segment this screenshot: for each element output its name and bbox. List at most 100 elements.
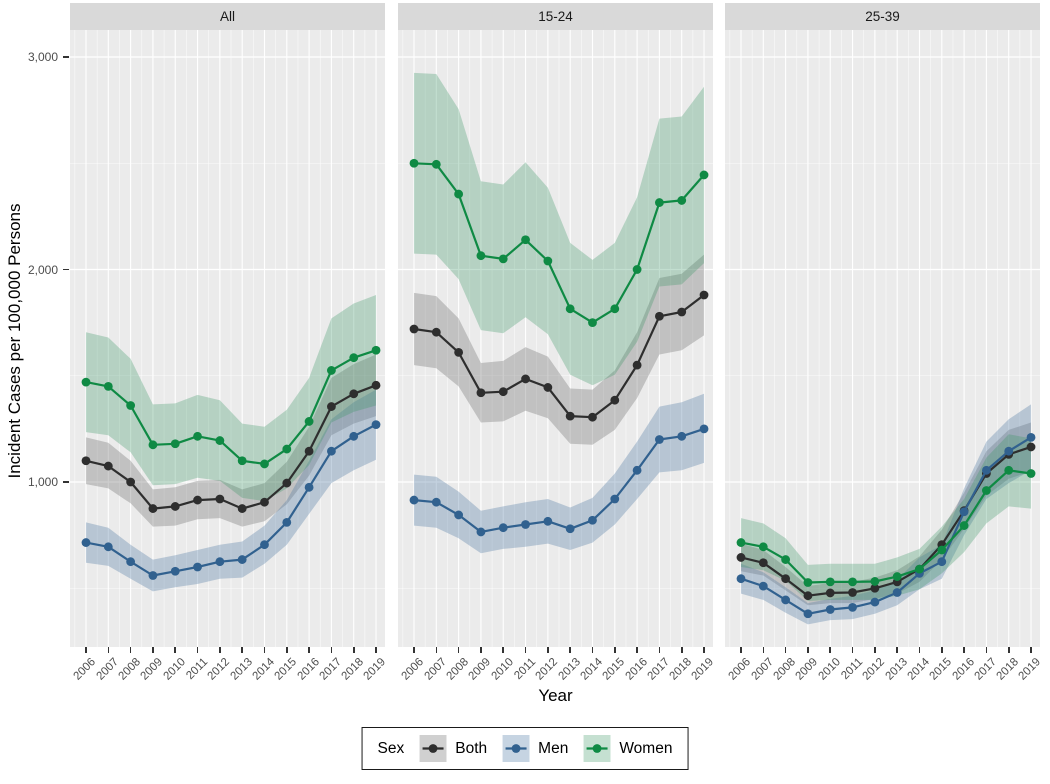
point-both xyxy=(803,591,813,601)
facet-panel-All xyxy=(70,30,385,647)
point-men xyxy=(81,538,91,547)
legend-label-both: Both xyxy=(455,739,488,757)
legend-swatch-women-icon xyxy=(583,735,611,762)
point-men xyxy=(349,431,359,441)
x-axis-tick xyxy=(784,647,787,653)
point-men xyxy=(409,495,419,505)
x-tick-label: 2007 xyxy=(94,656,121,683)
point-both xyxy=(371,380,381,390)
point-women xyxy=(409,158,419,168)
point-women xyxy=(781,555,791,564)
x-tick-label: 2011 xyxy=(512,656,539,682)
point-both xyxy=(677,307,687,317)
point-men xyxy=(610,494,620,504)
point-women xyxy=(282,444,292,454)
point-both xyxy=(825,588,835,598)
x-axis-tick xyxy=(107,647,110,653)
point-both xyxy=(409,324,419,334)
point-women xyxy=(215,436,225,445)
point-men xyxy=(959,507,969,517)
x-tick-label: 2015 xyxy=(927,656,955,683)
point-women xyxy=(565,304,575,314)
point-women xyxy=(304,417,314,426)
ribbon-both xyxy=(414,254,704,445)
x-axis-tick xyxy=(413,647,415,653)
x-tick-label: 2016 xyxy=(295,656,322,683)
point-both xyxy=(736,553,746,562)
point-men xyxy=(588,515,597,525)
x-axis-tick xyxy=(285,647,288,653)
x-tick-label: 2019 xyxy=(1016,656,1044,683)
legend-label-men: Men xyxy=(538,739,569,757)
point-women xyxy=(677,196,687,205)
point-women xyxy=(892,572,902,581)
point-women xyxy=(758,542,768,552)
x-tick-label: 2007 xyxy=(422,656,449,683)
point-men xyxy=(758,581,768,591)
point-women xyxy=(588,318,597,328)
point-both xyxy=(655,311,664,321)
point-women xyxy=(260,459,269,469)
x-tick-label: 2017 xyxy=(972,656,999,683)
x-tick-label: 2013 xyxy=(883,656,910,683)
point-both xyxy=(282,478,292,488)
x-tick-label: 2016 xyxy=(623,656,650,683)
x-axis-tick xyxy=(375,647,377,653)
facet-panel-15-24 xyxy=(398,30,713,647)
point-men xyxy=(892,588,902,597)
point-both xyxy=(848,588,857,597)
x-tick-label: 2016 xyxy=(950,656,977,683)
point-men xyxy=(215,557,225,567)
x-axis-tick xyxy=(874,647,876,653)
point-men xyxy=(148,571,158,580)
point-both xyxy=(304,446,314,456)
point-men xyxy=(565,524,575,534)
x-axis-tick xyxy=(330,647,333,653)
x-axis-tick xyxy=(263,647,266,653)
x-tick-label: 2018 xyxy=(994,656,1022,683)
point-both xyxy=(781,574,791,584)
x-axis-tick xyxy=(658,647,661,653)
x-tick-label: 2019 xyxy=(361,656,389,683)
point-men xyxy=(937,557,947,567)
point-men xyxy=(870,597,880,607)
point-both xyxy=(260,497,269,507)
point-women xyxy=(170,439,180,449)
x-tick-label: 2015 xyxy=(272,656,300,683)
y-tick-label: 2,000 xyxy=(27,262,58,277)
point-both xyxy=(1026,442,1036,452)
x-axis-tick xyxy=(524,647,527,653)
point-women xyxy=(870,577,880,586)
point-men xyxy=(736,574,746,584)
x-axis-tick xyxy=(129,647,132,653)
y-axis-tick xyxy=(63,481,69,483)
x-axis-tick xyxy=(308,647,310,653)
x-tick-label: 2014 xyxy=(250,656,277,683)
point-women xyxy=(825,577,835,587)
x-tick-label: 2017 xyxy=(645,656,672,683)
point-both xyxy=(565,411,575,421)
point-both xyxy=(81,456,91,466)
point-men xyxy=(1004,446,1014,456)
x-tick-label: 2018 xyxy=(339,656,367,683)
point-both xyxy=(170,502,180,511)
ribbon-men xyxy=(86,389,376,592)
point-men xyxy=(170,566,180,576)
point-women xyxy=(431,159,441,169)
point-both xyxy=(476,388,486,398)
ribbon-women xyxy=(741,434,1031,601)
point-women xyxy=(454,189,464,199)
x-axis-tick xyxy=(918,647,921,653)
x-axis-tick xyxy=(613,647,616,653)
x-tick-label: 2012 xyxy=(533,656,561,683)
x-tick-label: 2010 xyxy=(161,656,188,683)
point-both xyxy=(103,461,113,471)
line-men xyxy=(412,427,706,533)
x-tick-label: 2013 xyxy=(556,656,583,683)
x-tick-label: 2017 xyxy=(317,656,344,683)
point-both xyxy=(610,395,620,405)
x-tick-label: 2015 xyxy=(600,656,628,683)
point-both xyxy=(126,477,136,487)
legend-key-both: Both xyxy=(419,735,487,762)
